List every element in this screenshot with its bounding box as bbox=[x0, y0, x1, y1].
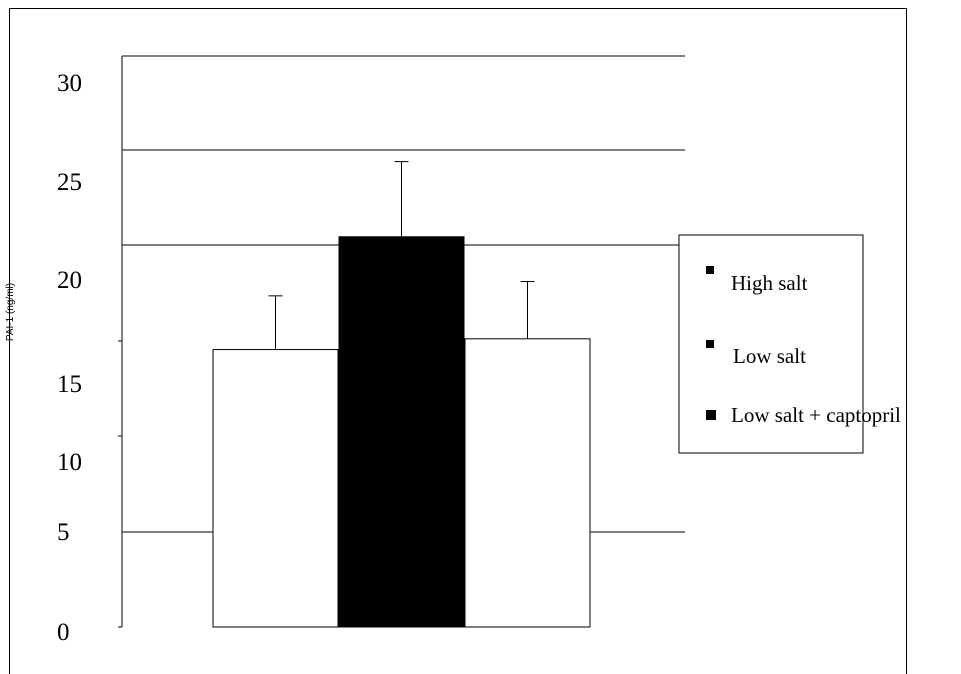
y-axis bbox=[118, 56, 123, 628]
y-tick-label: 5 bbox=[57, 519, 70, 546]
legend-label-low-salt: Low salt bbox=[733, 344, 806, 368]
y-tick-label: 20 bbox=[57, 267, 82, 294]
legend-swatch-low-salt-captopril bbox=[706, 410, 716, 420]
bar-low-salt bbox=[338, 236, 465, 628]
legend-label-high-salt: High salt bbox=[731, 271, 808, 295]
bar-low-salt-captopril bbox=[464, 338, 591, 628]
legend-label-low-salt-captopril: Low salt + captopril bbox=[731, 403, 901, 427]
bars bbox=[212, 236, 591, 628]
y-tick-label: 0 bbox=[57, 619, 70, 646]
legend-swatch-low-salt bbox=[706, 340, 714, 348]
y-tick-labels: 0 5 10 15 20 25 30 bbox=[57, 70, 82, 646]
error-bars bbox=[268, 161, 535, 350]
y-tick-label: 10 bbox=[57, 449, 82, 476]
y-tick-label: 30 bbox=[57, 70, 82, 97]
y-axis-label: PAI-1 (ng/ml) bbox=[5, 283, 16, 341]
y-tick-label: 25 bbox=[57, 169, 82, 196]
legend: High salt Low salt Low salt + captopril bbox=[678, 234, 901, 454]
bar-high-salt bbox=[212, 349, 339, 628]
chart-frame bbox=[9, 8, 907, 674]
y-tick-label: 15 bbox=[57, 371, 82, 398]
legend-swatch-high-salt bbox=[706, 266, 714, 274]
